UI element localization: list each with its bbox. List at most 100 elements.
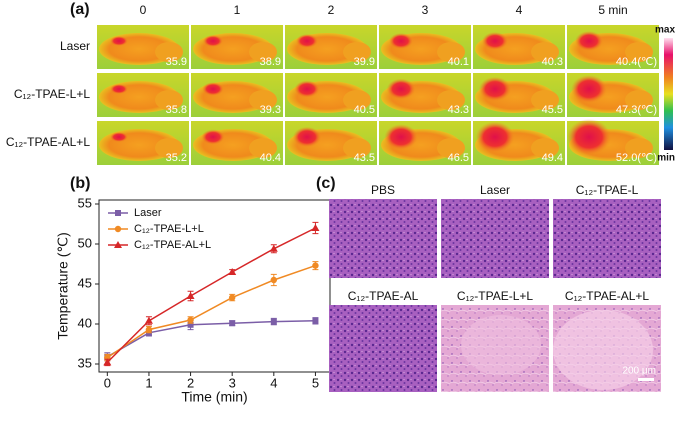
column-header: 1 [234,3,241,17]
column-header: 5 min [598,3,627,17]
image-label: C₁₂-TPAE-L [576,183,639,197]
scale-bar-label: 200 μm [622,366,656,377]
thermal-image: 43.3 [379,73,471,117]
temperature: 39.9 [354,56,375,68]
mouse-head [437,42,465,62]
legend-marker [114,241,122,248]
temperature: 39.3 [260,104,281,116]
mouse-head [625,42,653,62]
row-label: C₁₂-TPAE-L+L [14,87,90,101]
hot-spot [202,82,224,96]
colorbar [664,38,673,150]
temperature: 35.2 [166,152,187,164]
marker [103,358,112,366]
legend-marker [114,225,122,233]
hot-spot [571,75,607,103]
temperature: 40.5 [354,104,375,116]
y-tick-label: 35 [78,355,92,370]
mouse-head [531,42,559,62]
x-tick-label: 5 [312,375,319,390]
mouse-head [249,138,277,158]
plot-frame [98,199,331,373]
mouse-head [155,90,183,110]
hot-spot [296,34,318,48]
temperature: 40.4(℃) [616,56,657,68]
panel-c: (c) PBS Laser C₁₂-TPAE-L C₁₂-TPAE-AL C₁₂-TPA… [316,175,661,392]
thermal-image: 40.3 [473,25,565,69]
tissue [553,199,661,278]
column-header: 3 [422,3,429,17]
mouse-head [249,42,277,62]
temperature: 35.9 [166,56,187,68]
x-tick-label: 2 [187,375,194,390]
column-header: 0 [140,3,147,17]
hot-spot [389,33,413,49]
hot-spot [386,78,416,100]
y-tick-label: 45 [78,275,92,290]
image-label: PBS [371,183,395,197]
temperature: 43.5 [354,152,375,164]
thermal-image: 47.3(℃) [567,73,659,117]
marker [270,276,278,284]
hot-spot [203,35,223,47]
tissue [329,199,437,278]
histology-image [329,199,437,278]
temperature: 45.5 [542,104,563,116]
row-label: Laser [60,39,90,53]
image-label: C₁₂-TPAE-AL [348,289,419,303]
thermal-image: 39.9 [285,25,377,69]
hot-spot [575,31,603,51]
marker [186,292,195,299]
row-label: C₁₂-TPAE-AL+L [6,135,91,149]
thermal-image: 49.4 [473,121,565,165]
marker [228,268,237,275]
histology-image [329,305,437,392]
image-label: C₁₂-TPAE-L+L [457,289,533,303]
necrosis [461,315,541,375]
thermal-image: 40.4 [191,121,283,165]
hot-spot [475,121,515,153]
tissue [441,199,549,278]
x-tick-label: 0 [104,375,111,390]
temperature: 40.3 [542,56,563,68]
legend-label: C₁₂-TPAE-AL+L [134,239,211,251]
tissue [329,305,437,392]
mouse-head [155,138,183,158]
thermal-image: 35.9 [97,25,189,69]
marker [269,244,278,252]
hot-spot [384,124,418,150]
thermal-image: 46.5 [379,121,471,165]
mouse-head [343,42,371,62]
thermal-image: 40.1 [379,25,471,69]
marker [270,318,277,325]
mouse-head [531,90,559,110]
thermal-image: 40.4(℃) [567,25,659,69]
histology-image [441,199,549,278]
panel-label: (b) [70,175,90,192]
colorbar-min: min [657,153,675,164]
legend-marker [115,210,121,216]
x-axis-label: Time (min) [181,389,247,405]
marker [144,316,153,324]
image-label: C₁₂-TPAE-AL+L [565,289,650,303]
y-tick-label: 55 [78,195,92,210]
temperature: 40.4 [260,152,281,164]
necrosis [553,310,653,390]
thermal-image: 40.5 [285,73,377,117]
hot-spot [567,119,611,155]
mouse-head [625,90,653,110]
mouse-head [625,138,653,158]
marker [187,321,194,328]
x-tick-label: 1 [145,375,152,390]
series-line [106,320,316,358]
mouse-head [343,90,371,110]
hot-spot [478,76,512,102]
mouse-head [531,138,559,158]
marker [187,316,194,324]
temperature: 46.5 [448,152,469,164]
temperature: 52.0(℃) [616,152,657,164]
series-line [106,264,316,359]
image-label: Laser [480,183,510,197]
column-header: 2 [328,3,335,17]
